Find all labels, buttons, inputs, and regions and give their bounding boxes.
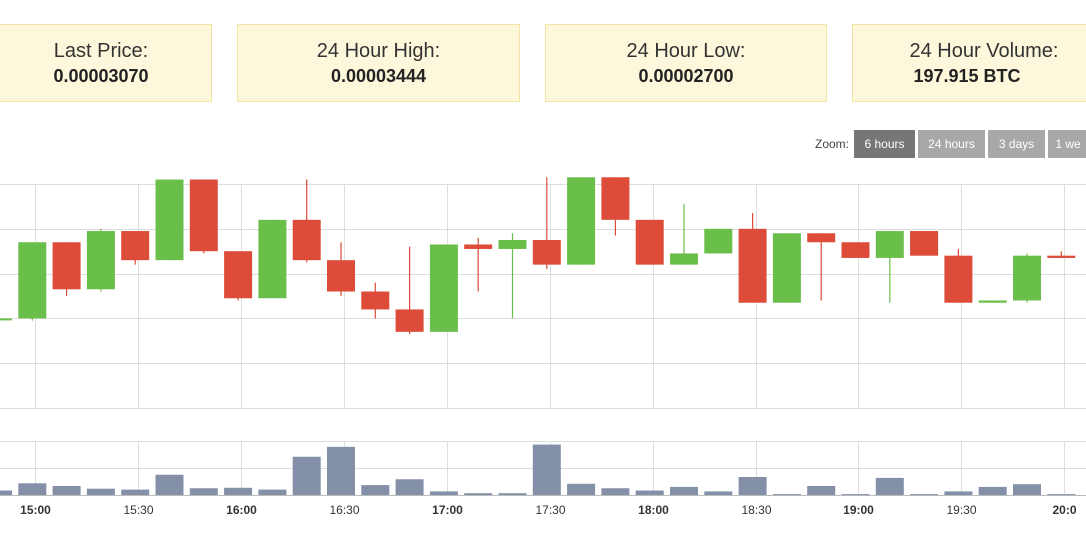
candle-body-down: [807, 233, 836, 243]
volume-bar: [635, 490, 664, 495]
volume-bar: [1047, 494, 1076, 496]
x-axis-tick-label: 16:00: [226, 503, 257, 517]
stat-label: 24 Hour Low:: [626, 40, 746, 62]
stat-value: 0.00002700: [638, 66, 734, 86]
candle-body-down: [395, 309, 424, 332]
volume-bar: [464, 493, 493, 495]
volume-bar: [532, 444, 561, 495]
stat-last-price: Last Price: 0.00003070: [0, 24, 212, 102]
zoom-24-hours-button[interactable]: 24 hours: [918, 130, 985, 158]
candle-body-up: [875, 231, 904, 258]
candle-body-down: [635, 219, 664, 265]
volume-bar: [841, 494, 870, 496]
candle-body-down: [361, 291, 390, 310]
volume-bar: [670, 486, 698, 495]
candle-body-up: [1013, 255, 1041, 301]
volume-bar: [807, 486, 836, 495]
candle-body-down: [601, 177, 630, 220]
volume-bar: [601, 488, 630, 495]
stat-24h-low: 24 Hour Low: 0.00002700: [545, 24, 827, 102]
x-axis-tick-label: 15:30: [123, 503, 153, 517]
volume-bar: [567, 483, 596, 495]
stat-value: 0.00003444: [330, 66, 427, 86]
candle-body-up: [670, 253, 698, 265]
volume-bar: [327, 446, 355, 495]
candle-body-down: [910, 231, 939, 256]
volume-bar: [1013, 484, 1041, 495]
x-axis-tick-label: 16:30: [329, 503, 359, 517]
volume-bar: [395, 479, 424, 495]
stat-value: 0.00003070: [53, 66, 149, 86]
stat-value: 197.915 BTC: [913, 66, 1021, 86]
candle-body-up: [498, 240, 527, 249]
candle-body-down: [189, 179, 218, 252]
volume-bar: [978, 486, 1007, 495]
candle-body-up: [18, 242, 47, 319]
candle-body-down: [532, 240, 561, 265]
volume-bar: [155, 474, 184, 495]
stat-label: 24 Hour High:: [316, 40, 441, 62]
volume-bar: [52, 486, 81, 495]
volume-bar: [258, 489, 287, 495]
candle-body-up: [772, 233, 801, 303]
volume-bar: [429, 491, 458, 495]
volume-bar: [121, 489, 150, 495]
volume-bar: [361, 485, 390, 495]
stat-label: Last Price:: [53, 40, 149, 62]
candle-body-down: [738, 228, 767, 303]
x-axis-tick-label: 17:30: [535, 503, 565, 517]
volume-bar: [944, 491, 973, 495]
candle-body-up: [86, 231, 115, 290]
x-axis-tick-label: 20:0: [1052, 503, 1076, 517]
volume-bar: [498, 493, 527, 495]
zoom-3-days-button[interactable]: 3 days: [988, 130, 1045, 158]
candle-body-up: [258, 219, 287, 299]
volume-bar: [704, 491, 733, 495]
x-axis-tick-label: 18:30: [741, 503, 771, 517]
zoom-6-hours-button[interactable]: 6 hours: [854, 130, 915, 158]
x-axis-tick-label: 17:00: [432, 503, 463, 517]
candle-body-down: [327, 260, 355, 292]
zoom-1-week-button[interactable]: 1 we: [1048, 130, 1086, 158]
candle-body-down: [1047, 255, 1076, 258]
volume-bar: [86, 488, 115, 495]
volume-bar: [292, 456, 321, 495]
x-axis-tick-label: 15:00: [20, 503, 51, 517]
volume-bar: [18, 483, 47, 495]
candle-body-down: [292, 219, 321, 261]
volume-bar: [910, 494, 939, 496]
candle-body-down: [224, 251, 253, 299]
volume-bar: [189, 488, 218, 495]
stat-24h-high: 24 Hour High: 0.00003444: [237, 24, 520, 102]
candle-body-up: [429, 244, 458, 332]
candle-body-up: [978, 300, 1007, 303]
stat-24h-volume: 24 Hour Volume: 197.915 BTC: [852, 24, 1086, 102]
zoom-label: Zoom:: [815, 137, 850, 151]
x-axis-tick-label: 18:00: [638, 503, 669, 517]
candle-body-down: [464, 244, 493, 249]
volume-bar: [224, 487, 253, 495]
x-axis-tick-label: 19:00: [843, 503, 874, 517]
candle-body-down: [944, 255, 973, 303]
volume-bar: [0, 490, 12, 495]
volume-bar: [738, 477, 767, 495]
candle-body-up: [567, 177, 596, 265]
price-chart: 15:00 15:30 16:00 16:30 17:00 17:30 18:00 18:30…: [0, 177, 1086, 517]
candle-body-down: [121, 231, 150, 261]
volume-bar: [772, 494, 801, 496]
x-axis-tick-label: 19:30: [946, 503, 976, 517]
volume-bar: [875, 477, 904, 495]
candle-body-up: [704, 228, 733, 254]
candle-body-down: [52, 242, 81, 290]
candle-body-up: [155, 179, 184, 261]
candle-body-down: [841, 242, 870, 258]
candle-body-up: [0, 318, 12, 321]
stat-label: 24 Hour Volume:: [909, 40, 1059, 62]
